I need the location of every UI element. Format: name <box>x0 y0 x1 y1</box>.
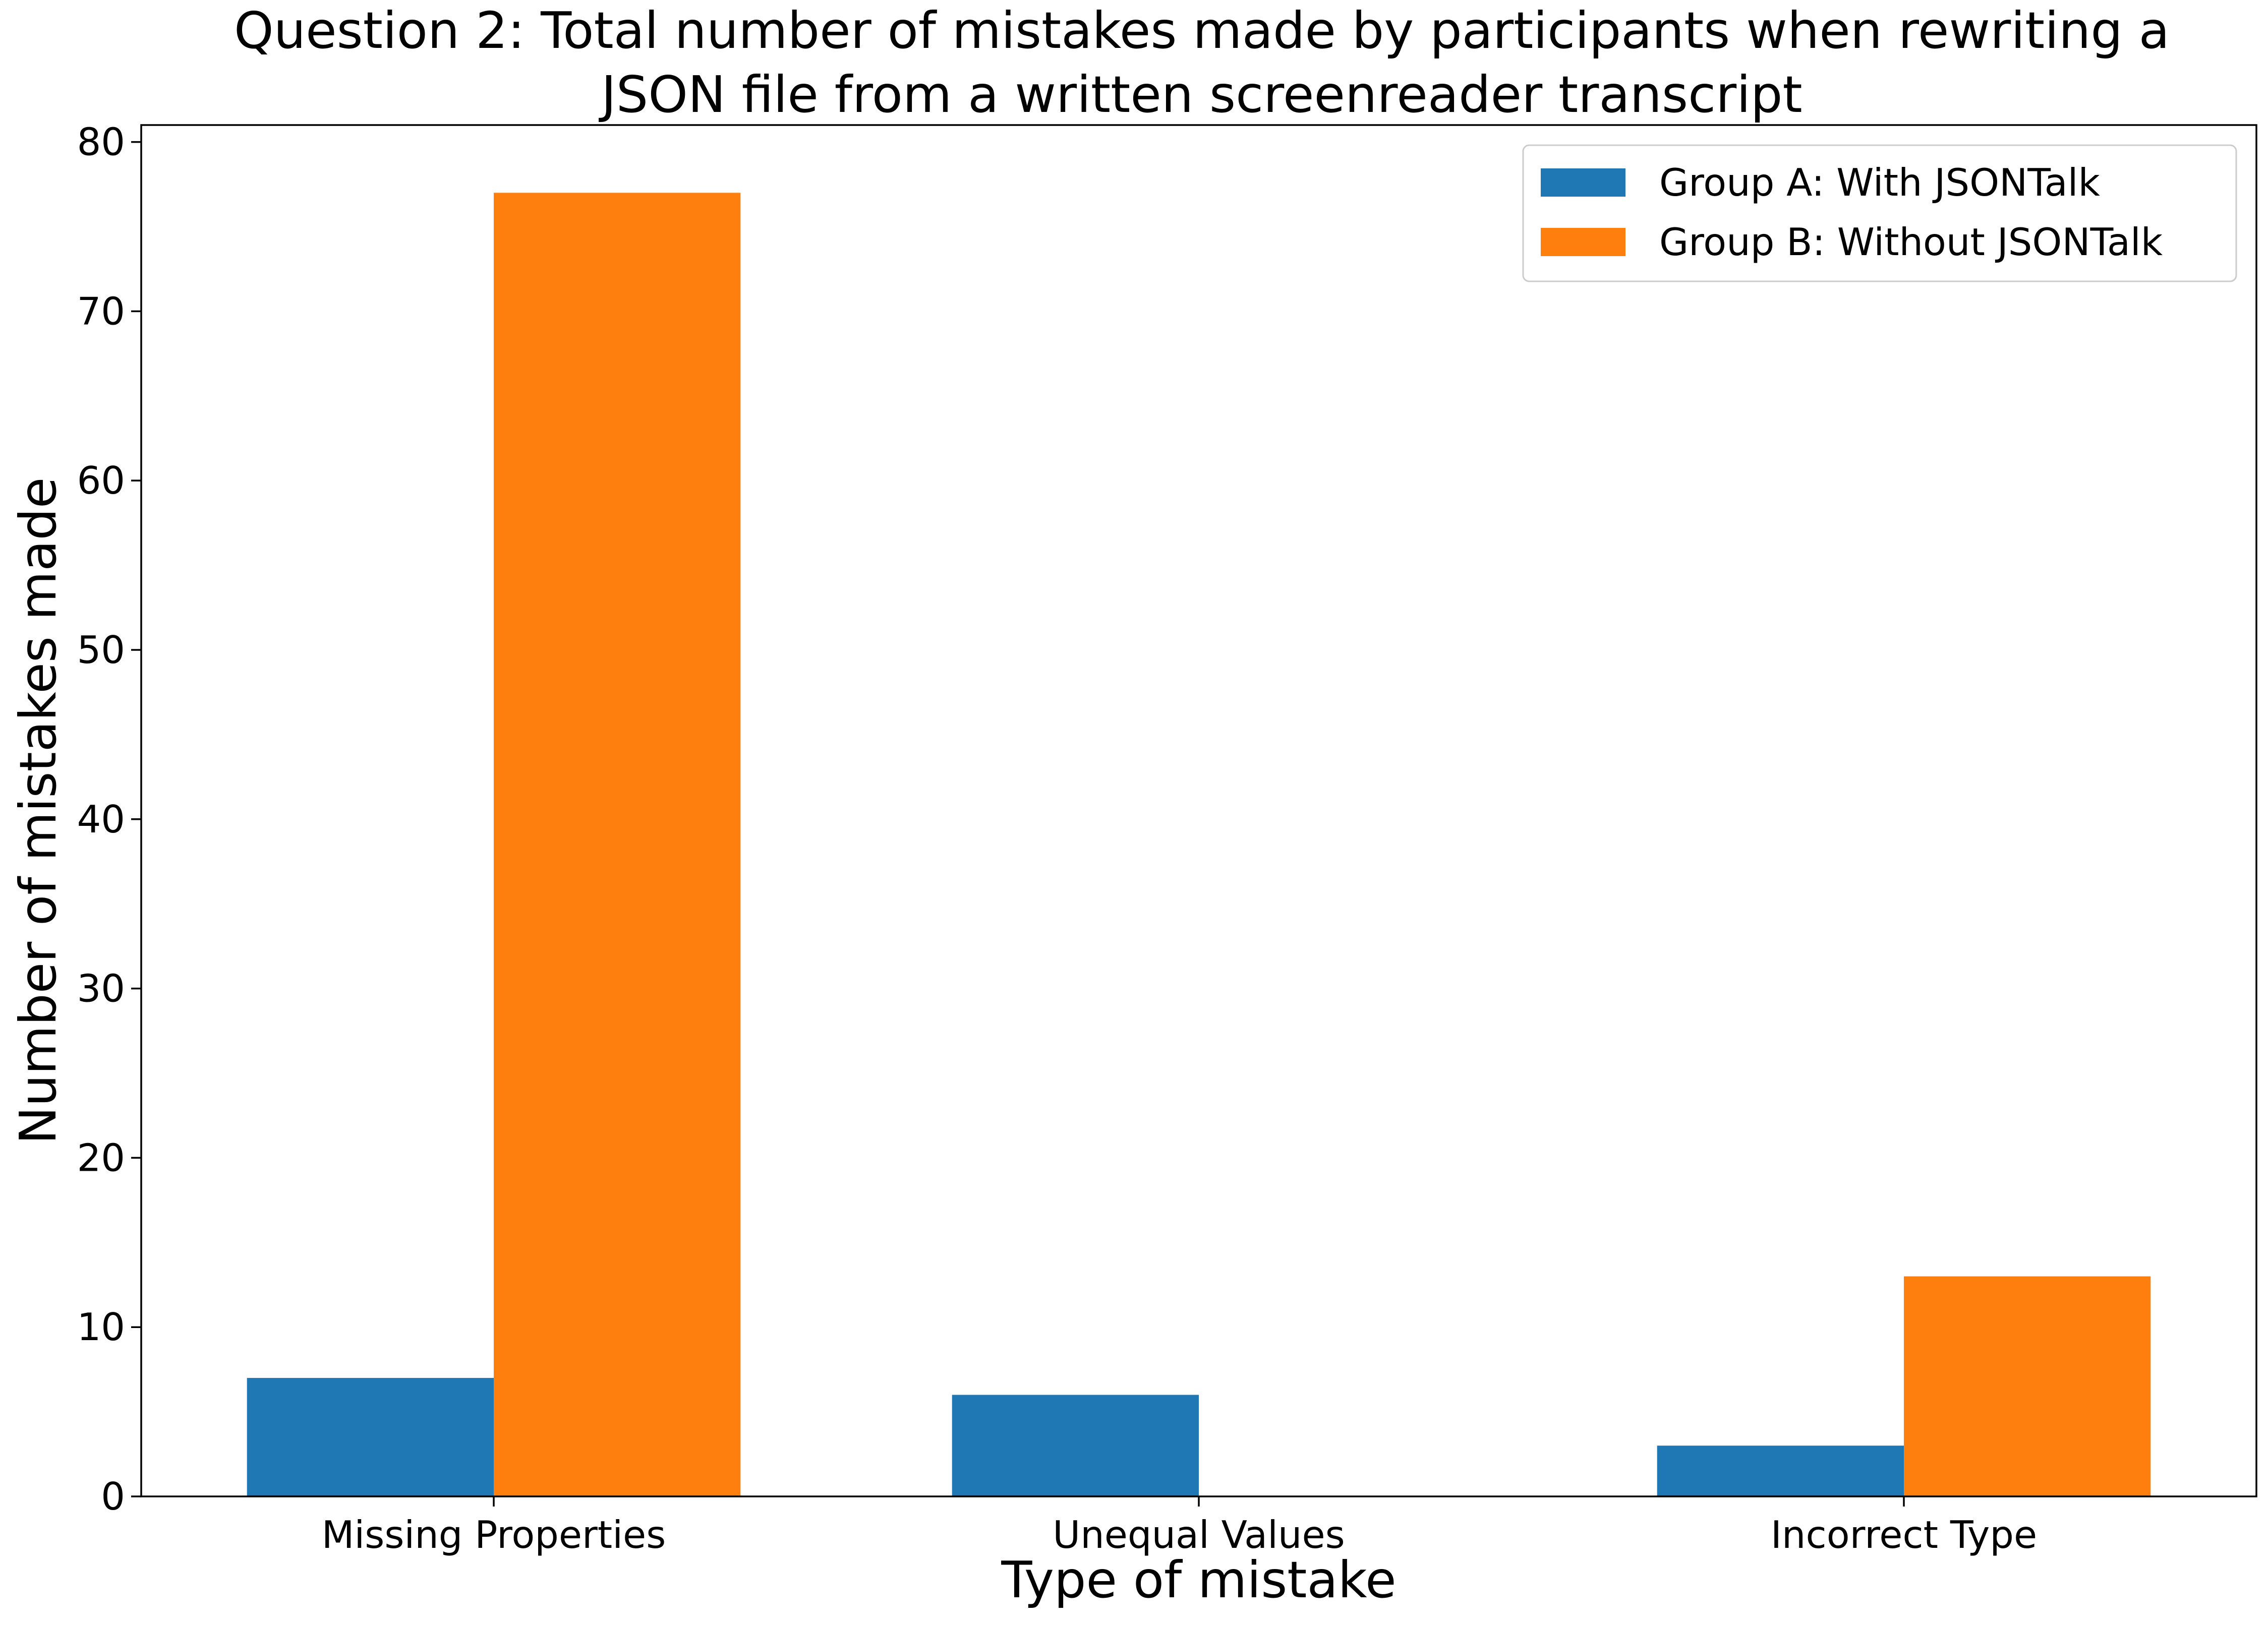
legend-swatch-group-b <box>1541 228 1625 256</box>
legend: Group A: With JSONTalk Group B: Without J… <box>1522 144 2237 282</box>
bar-group-a-2 <box>1657 1446 1904 1496</box>
y-tick-label: 0 <box>101 1474 125 1519</box>
y-tick-label: 20 <box>77 1135 125 1180</box>
chart-title-line-2: JSON file from a written screenreader tr… <box>598 65 1802 124</box>
legend-swatch-group-a <box>1541 168 1625 197</box>
chart-title-line-1: Question 2: Total number of mistakes mad… <box>234 1 2170 60</box>
y-axis: 0 10 20 30 40 50 60 70 80 <box>77 120 141 1519</box>
y-tick-label: 70 <box>77 289 125 333</box>
y-tick-label: 80 <box>77 120 125 164</box>
y-tick-label: 50 <box>77 628 125 672</box>
plot-frame <box>140 124 2257 1497</box>
legend-label-group-a: Group A: With JSONTalk <box>1659 160 2100 205</box>
bar-group-b-2 <box>1904 1276 2151 1496</box>
y-tick-label: 60 <box>77 458 125 503</box>
bar-group-a-1 <box>952 1395 1199 1496</box>
legend-label-group-b: Group B: Without JSONTalk <box>1659 220 2163 264</box>
y-tick-label: 40 <box>77 797 125 841</box>
y-tick-label: 10 <box>77 1305 125 1349</box>
x-tick-label: Incorrect Type <box>1771 1513 2037 1557</box>
bar-group <box>247 193 2151 1496</box>
y-axis-label: Number of mistakes made <box>9 477 68 1145</box>
legend-frame <box>1522 144 2237 282</box>
x-tick-label: Missing Properties <box>322 1513 666 1557</box>
x-axis: Missing Properties Unequal Values Incorrec… <box>322 1496 2037 1557</box>
x-axis-label: Type of mistake <box>1001 1550 1396 1609</box>
bar-group-b-0 <box>494 193 741 1496</box>
bar-group-a-0 <box>247 1377 494 1496</box>
x-tick-label: Unequal Values <box>1053 1513 1345 1557</box>
y-tick-label: 30 <box>77 967 125 1011</box>
